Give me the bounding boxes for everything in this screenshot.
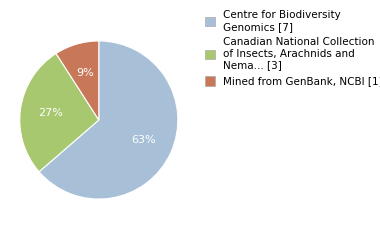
Wedge shape [39,41,178,199]
Legend: Centre for Biodiversity
Genomics [7], Canadian National Collection
of Insects, A: Centre for Biodiversity Genomics [7], Ca… [205,10,380,86]
Wedge shape [20,54,99,172]
Text: 63%: 63% [131,135,156,145]
Text: 9%: 9% [76,68,94,78]
Text: 27%: 27% [38,108,63,118]
Wedge shape [56,41,99,120]
